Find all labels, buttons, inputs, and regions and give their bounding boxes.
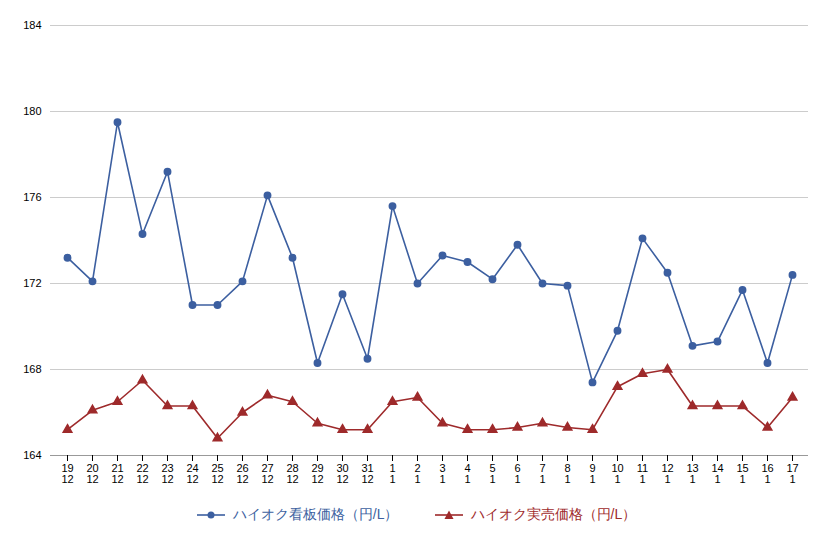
svg-text:2012: 2012	[86, 462, 98, 485]
svg-text:2212: 2212	[136, 462, 148, 485]
svg-text:184: 184	[23, 19, 41, 31]
svg-text:21: 21	[414, 462, 420, 485]
html-text:ハイオク実売価格（円/L）: ハイオク実売価格（円/L）	[470, 506, 637, 522]
svg-text:2812: 2812	[286, 462, 298, 485]
svg-text:172: 172	[23, 277, 41, 289]
svg-text:11: 11	[389, 462, 395, 485]
svg-text:171: 171	[786, 462, 798, 485]
svg-text:161: 161	[761, 462, 773, 485]
svg-text:3112: 3112	[361, 462, 373, 485]
svg-text:180: 180	[23, 105, 41, 117]
svg-text:61: 61	[514, 462, 520, 485]
svg-text:2912: 2912	[311, 462, 323, 485]
svg-text:2412: 2412	[186, 462, 198, 485]
svg-text:141: 141	[711, 462, 723, 485]
svg-text:131: 131	[686, 462, 698, 485]
svg-text:121: 121	[661, 462, 673, 485]
svg-text:101: 101	[611, 462, 623, 485]
svg-text:31: 31	[439, 462, 445, 485]
svg-text:2712: 2712	[261, 462, 273, 485]
svg-text:2512: 2512	[211, 462, 223, 485]
svg-text:2312: 2312	[161, 462, 173, 485]
svg-text:2612: 2612	[236, 462, 248, 485]
svg-text:176: 176	[23, 191, 41, 203]
svg-text:111: 111	[637, 462, 648, 485]
svg-text:168: 168	[23, 363, 41, 375]
svg-text:81: 81	[564, 462, 570, 485]
svg-text:71: 71	[539, 462, 545, 485]
svg-text:2112: 2112	[111, 462, 123, 485]
html-text:ハイオク看板価格（円/L）: ハイオク看板価格（円/L）	[232, 506, 399, 522]
svg-text:151: 151	[736, 462, 748, 485]
svg-text:51: 51	[489, 462, 495, 485]
svg-text:91: 91	[589, 462, 595, 485]
svg-text:164: 164	[23, 449, 41, 461]
svg-text:3012: 3012	[336, 462, 348, 485]
svg-text:41: 41	[464, 462, 470, 485]
svg-text:1912: 1912	[61, 462, 73, 485]
